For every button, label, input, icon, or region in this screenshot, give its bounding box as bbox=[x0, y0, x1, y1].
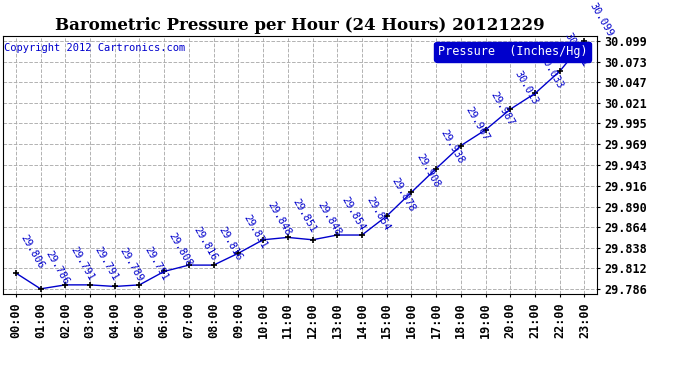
Text: 29.816: 29.816 bbox=[217, 225, 244, 262]
Text: 29.848: 29.848 bbox=[266, 200, 293, 237]
Text: 29.938: 29.938 bbox=[439, 128, 466, 166]
Text: 29.791: 29.791 bbox=[142, 244, 170, 282]
Text: 29.816: 29.816 bbox=[192, 225, 219, 262]
Legend: Pressure  (Inches/Hg): Pressure (Inches/Hg) bbox=[434, 42, 591, 62]
Text: 29.987: 29.987 bbox=[489, 90, 516, 127]
Text: 29.967: 29.967 bbox=[464, 105, 491, 143]
Text: 30.099: 30.099 bbox=[587, 1, 615, 38]
Text: 30.013: 30.013 bbox=[513, 69, 540, 106]
Text: 29.786: 29.786 bbox=[43, 249, 71, 286]
Text: 29.854: 29.854 bbox=[340, 195, 368, 232]
Text: 29.808: 29.808 bbox=[167, 231, 195, 268]
Text: 30.033: 30.033 bbox=[538, 53, 565, 91]
Title: Barometric Pressure per Hour (24 Hours) 20121229: Barometric Pressure per Hour (24 Hours) … bbox=[55, 17, 545, 34]
Text: 29.878: 29.878 bbox=[389, 176, 417, 213]
Text: 29.789: 29.789 bbox=[117, 246, 145, 284]
Text: 29.908: 29.908 bbox=[414, 152, 442, 189]
Text: 29.851: 29.851 bbox=[290, 197, 318, 235]
Text: 29.831: 29.831 bbox=[241, 213, 268, 250]
Text: 29.791: 29.791 bbox=[92, 244, 120, 282]
Text: 29.806: 29.806 bbox=[19, 233, 46, 270]
Text: 29.848: 29.848 bbox=[315, 200, 343, 237]
Text: 29.854: 29.854 bbox=[365, 195, 392, 232]
Text: 29.791: 29.791 bbox=[68, 244, 95, 282]
Text: 30.061: 30.061 bbox=[562, 31, 590, 69]
Text: Copyright 2012 Cartronics.com: Copyright 2012 Cartronics.com bbox=[4, 44, 186, 53]
